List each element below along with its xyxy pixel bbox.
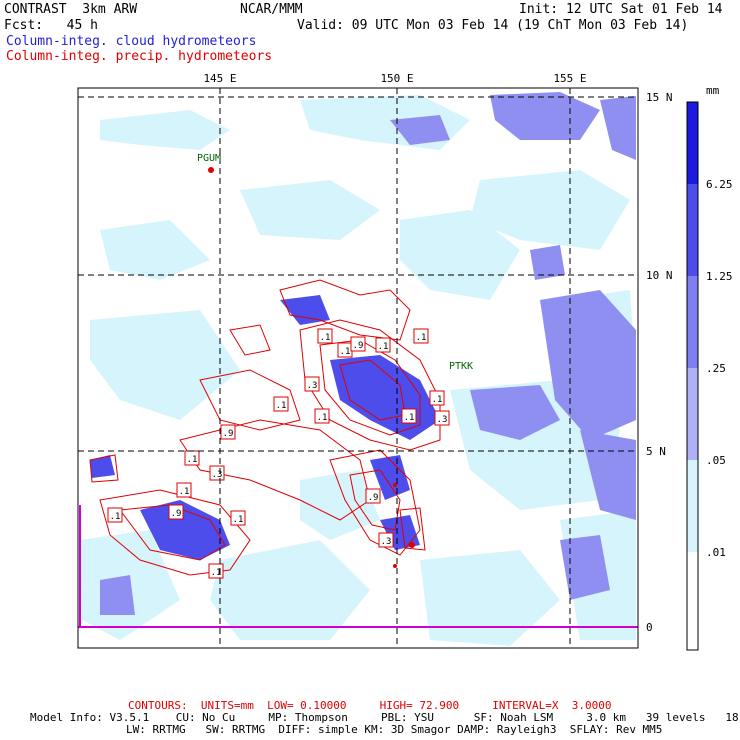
colorbar-label-0-01: .01: [706, 546, 726, 559]
lat-lon-grid: [78, 88, 638, 648]
contour-label: .1: [317, 328, 333, 344]
init-time: Init: 12 UTC Sat 01 Feb 14: [519, 2, 723, 17]
contour-label-text: .1: [378, 342, 389, 352]
colorbar-swatch-5: [687, 460, 698, 552]
precip-contours: [89, 279, 441, 576]
contour-label-text: .9: [353, 341, 364, 351]
model-info-line-1: Model Info: V3.5.1 CU: No Cu MP: Thompso…: [30, 711, 740, 724]
contour-label-text: .1: [187, 455, 198, 465]
colorbar-label-1-25: 1.25: [706, 270, 733, 283]
contour-label: .1: [429, 390, 445, 406]
contour-label-text: .9: [368, 493, 379, 503]
contour-label-text: .1: [416, 333, 427, 343]
institution-label: NCAR/MMM: [240, 2, 303, 17]
lat-label-15: 15 N: [646, 91, 673, 104]
contour-label: .9: [220, 424, 236, 440]
contour-label-text: .9: [171, 509, 182, 519]
contour-label-text: .1: [276, 401, 287, 411]
precip-legend: Column-integ. precip. hydrometeors: [6, 49, 273, 64]
lon-label-150: 150 E: [380, 72, 413, 85]
colorbar-label-6-25: 6.25: [706, 178, 733, 191]
forecast-hour: Fcst: 45 h: [4, 18, 98, 33]
model-info-line-2: LW: RRTMG SW: RRTMG DIFF: simple KM: 3D …: [126, 723, 663, 736]
contour-label: .9: [350, 336, 366, 352]
colorbar-label-0-05: .05: [706, 454, 726, 467]
contour-label: .1: [413, 328, 429, 344]
contour-label: .3: [434, 410, 450, 426]
contour-label-text: .9: [223, 429, 234, 439]
contour-label: .1: [176, 482, 192, 498]
colorbar-swatch-3: [687, 276, 698, 368]
cloud-legend: Column-integ. cloud hydrometeors: [6, 34, 257, 49]
contour-label: .3: [209, 465, 225, 481]
contour-label-text: .3: [437, 415, 448, 425]
lon-label-145: 145 E: [203, 72, 236, 85]
contour-label: .1: [208, 563, 224, 579]
colorbar: mm 6.25 1.25 .25 .05 .01: [686, 84, 733, 651]
contour-label-text: .3: [307, 381, 318, 391]
contour-label: .3: [378, 532, 394, 548]
contour-label-text: .1: [340, 347, 351, 357]
contour-label-text: .1: [317, 413, 328, 423]
colorbar-swatch-1: [687, 102, 698, 184]
colorbar-frame: [686, 101, 699, 651]
contour-label-text: .1: [233, 515, 244, 525]
contour-label-text: .1: [211, 568, 222, 578]
contour-label: .9: [365, 488, 381, 504]
map-frame: [77, 87, 639, 649]
contour-label: .1: [375, 337, 391, 353]
contour-labels: .1.1.9.1.1.3.1.1.1.3.9.1.3.1.1.9.1.1.9.3…: [107, 328, 450, 579]
contour-label-text: .3: [212, 470, 223, 480]
contour-label: .3: [304, 376, 320, 392]
contour-label-text: .3: [381, 537, 392, 547]
colorbar-label-0-25: .25: [706, 362, 726, 375]
station-ptkk: PTKK: [449, 361, 473, 372]
contour-label: .1: [337, 342, 353, 358]
lon-label-155: 155 E: [553, 72, 586, 85]
colorbar-unit: mm: [706, 84, 720, 97]
contour-label: .1: [314, 408, 330, 424]
contour-label: .1: [273, 396, 289, 412]
cloud-mid-regions: [100, 92, 636, 615]
station-pgum: PGUM: [197, 153, 221, 164]
contour-label: .1: [401, 408, 417, 424]
colorbar-swatch-4: [687, 368, 698, 460]
contour-label: .1: [107, 507, 123, 523]
contour-label-text: .1: [404, 413, 415, 423]
contour-label: .1: [230, 510, 246, 526]
contour-label-text: .1: [110, 512, 121, 522]
lat-label-0: 0: [646, 621, 653, 634]
lat-label-10: 10 N: [646, 269, 673, 282]
contour-label: .1: [184, 450, 200, 466]
lat-label-5: 5 N: [646, 445, 666, 458]
contour-label-text: .1: [179, 487, 190, 497]
colorbar-swatch-2: [687, 184, 698, 276]
valid-time: Valid: 09 UTC Mon 03 Feb 14 (19 ChT Mon …: [297, 18, 689, 33]
precip-maxima: [208, 167, 415, 568]
chart-title: CONTRAST 3km ARW: [4, 2, 138, 17]
contour-label-text: .1: [320, 333, 331, 343]
colorbar-swatch-6: [687, 552, 698, 650]
contour-label-text: .1: [432, 395, 443, 405]
contour-label: .9: [168, 504, 184, 520]
contours-info: CONTOURS: UNITS=mm LOW= 0.10000 HIGH= 72…: [128, 699, 612, 712]
